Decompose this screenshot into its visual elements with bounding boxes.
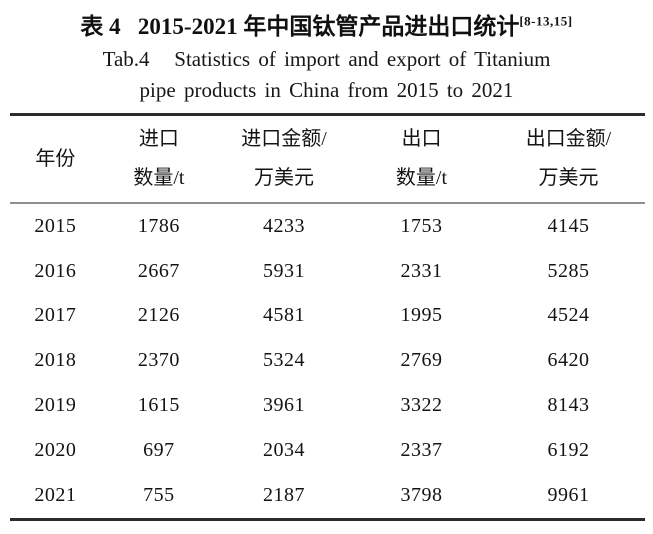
export-qty-cell: 1753	[400, 214, 443, 237]
import-value-cell: 4233	[262, 214, 305, 237]
header-import-value-line1: 进口金额/	[241, 128, 327, 150]
citation-superscript: [8-13,15]	[519, 13, 573, 29]
header-year: 年份	[10, 114, 101, 204]
header-export-qty: 出口 数量/t	[350, 114, 492, 204]
export-qty-cell: 1995	[400, 304, 443, 327]
export-value-cell: 8143	[547, 394, 590, 417]
table-row: 2016 2667 5931 2331 5285	[10, 249, 645, 294]
year-cell: 2015	[34, 214, 77, 237]
table-titles: 表 4 2015-2021 年中国钛管产品进出口统计[8-13,15] Tab.…	[0, 0, 653, 106]
export-value-cell: 4145	[547, 214, 590, 237]
table-header: 年份 进口 数量/t 进口金额/ 万美元 出口	[10, 114, 645, 204]
import-value-cell: 5931	[262, 259, 305, 282]
table-title-chinese-text: 表 4 2015-2021 年中国钛管产品进出口统计	[80, 14, 520, 39]
year-cell: 2018	[34, 349, 77, 372]
import-qty-cell: 2667	[137, 259, 180, 282]
import-value-cell: 2034	[262, 438, 305, 461]
import-value-cell: 4581	[262, 304, 305, 327]
export-value-cell: 4524	[547, 304, 590, 327]
export-value-cell: 9961	[547, 483, 590, 506]
import-qty-cell: 2126	[137, 304, 180, 327]
import-qty-cell: 1786	[137, 214, 180, 237]
table-title-english-line1: Tab.4 Statistics of import and export of…	[102, 47, 551, 71]
year-cell: 2017	[34, 304, 77, 327]
table-row: 2018 2370 5324 2769 6420	[10, 338, 645, 383]
header-export-value: 出口金额/ 万美元	[491, 114, 645, 204]
table-row: 2015 1786 4233 1753 4145	[10, 203, 645, 249]
table-row: 2021 755 2187 3798 9961	[10, 473, 645, 519]
import-value-cell: 2187	[262, 483, 305, 506]
table-body: 2015 1786 4233 1753 4145 2016 2667 5931 2331 5285…	[10, 203, 645, 519]
export-qty-cell: 2769	[400, 349, 443, 372]
header-year-label: 年份	[35, 147, 76, 170]
header-import-qty: 进口 数量/t	[100, 114, 217, 204]
header-import-qty-line1: 进口	[138, 128, 179, 150]
table-row: 2019 1615 3961 3322 8143	[10, 383, 645, 428]
import-value-cell: 3961	[262, 394, 305, 417]
export-qty-cell: 3322	[400, 394, 443, 417]
table-row: 2017 2126 4581 1995 4524	[10, 294, 645, 339]
import-value-cell: 5324	[262, 349, 305, 372]
header-row: 年份 进口 数量/t 进口金额/ 万美元 出口	[10, 114, 645, 204]
header-export-qty-line1: 出口	[401, 128, 442, 150]
table-title-chinese: 表 4 2015-2021 年中国钛管产品进出口统计[8-13,15]	[0, 9, 653, 44]
import-qty-cell: 1615	[137, 394, 180, 417]
year-cell: 2019	[34, 394, 77, 417]
header-import-qty-line2: 数量/t	[133, 167, 185, 189]
import-qty-cell: 755	[143, 483, 175, 506]
export-value-cell: 6192	[547, 438, 590, 461]
year-cell: 2021	[34, 483, 77, 506]
export-qty-cell: 3798	[400, 483, 443, 506]
header-export-qty-line2: 数量/t	[395, 167, 448, 189]
year-cell: 2016	[34, 259, 77, 282]
import-qty-cell: 2370	[137, 349, 180, 372]
table-row: 2020 697 2034 2337 6192	[10, 428, 645, 473]
header-export-value-line1: 出口金额/	[525, 128, 612, 150]
import-qty-cell: 697	[143, 438, 175, 461]
export-value-cell: 5285	[547, 259, 590, 282]
year-cell: 2020	[34, 438, 77, 461]
export-qty-cell: 2337	[400, 438, 443, 461]
export-value-cell: 6420	[547, 349, 590, 372]
table-title-english-line2: pipe products in China from 2015 to 2021	[139, 78, 514, 102]
export-qty-cell: 2331	[400, 259, 443, 282]
header-export-value-line2: 万美元	[538, 167, 599, 189]
header-import-value-line2: 万美元	[253, 167, 314, 189]
import-export-table: 年份 进口 数量/t 进口金额/ 万美元 出口	[10, 113, 645, 521]
header-import-value: 进口金额/ 万美元	[217, 114, 351, 204]
